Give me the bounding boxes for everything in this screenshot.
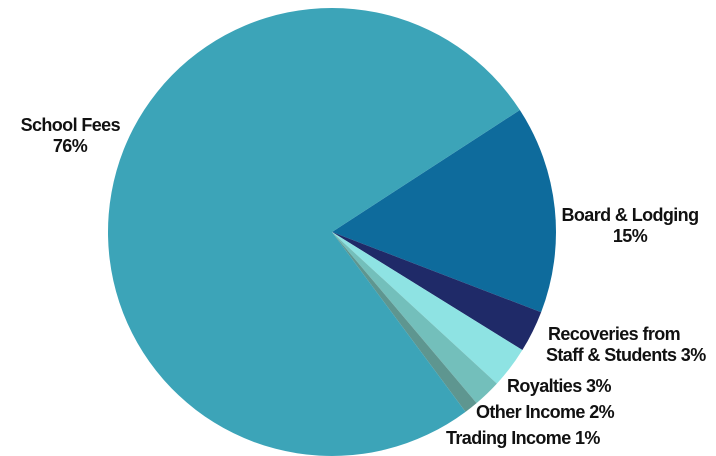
- label-recoveries: Recoveries from Staff & Students 3%: [546, 324, 711, 366]
- label-recoveries-line1: Recoveries from: [548, 324, 681, 344]
- label-board-lodging: Board & Lodging 15%: [560, 205, 700, 247]
- label-board-lodging-name: Board & Lodging: [561, 205, 700, 225]
- label-school-fees-value: 76%: [52, 136, 88, 156]
- label-school-fees-name: School Fees: [20, 115, 121, 135]
- label-royalties: Royalties 3%: [507, 376, 627, 397]
- label-trading-income-text: Trading Income 1%: [446, 428, 600, 448]
- pie-slice-other-income: [332, 232, 497, 404]
- pie-slice-board-lodging: [332, 110, 556, 313]
- label-recoveries-line2: Staff & Students 3%: [546, 345, 706, 365]
- label-board-lodging-value: 15%: [612, 226, 648, 246]
- label-other-income: Other Income 2%: [476, 402, 626, 423]
- label-trading-income: Trading Income 1%: [446, 428, 616, 449]
- label-royalties-text: Royalties 3%: [507, 376, 611, 396]
- label-school-fees: School Fees 76%: [20, 115, 121, 157]
- pie-slice-recoveries-from-staff-students: [332, 232, 542, 351]
- pie-slice-trading-income: [332, 232, 477, 412]
- label-other-income-text: Other Income 2%: [476, 402, 615, 422]
- pie-slice-royalties: [332, 232, 523, 384]
- pie-slice-school-fees: [107, 7, 520, 456]
